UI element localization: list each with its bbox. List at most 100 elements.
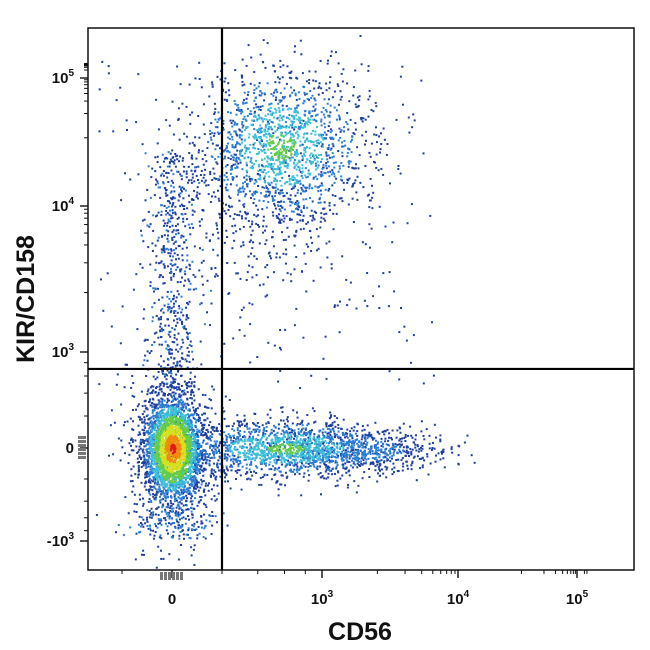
event-dot <box>176 65 179 68</box>
event-dot <box>124 172 126 175</box>
event-dot <box>226 236 229 238</box>
event-dot <box>207 436 210 439</box>
event-dot <box>152 478 155 481</box>
event-dot <box>152 421 155 424</box>
event-dot <box>378 464 381 467</box>
event-dot <box>328 201 331 204</box>
event-dot <box>177 513 180 516</box>
event-dot <box>174 300 177 303</box>
event-dot <box>176 397 179 400</box>
event-dot <box>194 484 197 486</box>
event-dot <box>235 459 238 462</box>
event-dot <box>279 222 282 224</box>
event-dot <box>139 418 141 421</box>
event-dot <box>214 195 217 198</box>
event-dot <box>258 426 261 428</box>
event-dot <box>277 102 280 105</box>
event-dot <box>215 177 217 180</box>
event-dot <box>161 381 164 384</box>
event-dot <box>397 458 400 461</box>
event-dot <box>329 469 331 472</box>
event-dot <box>332 442 335 445</box>
event-dot <box>204 449 207 452</box>
event-dot <box>181 259 184 262</box>
event-dot <box>170 214 173 217</box>
event-dot <box>375 166 378 169</box>
event-dot <box>181 323 184 325</box>
event-dot <box>170 184 173 187</box>
event-dot <box>184 517 187 520</box>
event-dot <box>347 147 349 150</box>
event-dot <box>246 171 249 174</box>
event-dot <box>252 202 255 204</box>
event-dot <box>159 261 162 264</box>
event-dot <box>266 413 269 416</box>
event-dot <box>350 455 352 458</box>
event-dot <box>228 138 231 140</box>
event-dot <box>331 152 334 155</box>
event-dot <box>347 203 350 206</box>
event-dot <box>431 321 433 324</box>
event-dot <box>178 493 181 496</box>
event-dot <box>153 403 156 406</box>
event-dot <box>174 225 177 227</box>
event-dot <box>219 147 221 150</box>
event-dot <box>267 421 270 424</box>
event-dot <box>201 430 204 433</box>
event-dot <box>313 421 316 424</box>
event-dot <box>181 529 184 532</box>
event-dot <box>179 155 182 158</box>
event-dot <box>161 492 164 495</box>
event-dot <box>203 468 206 471</box>
event-dot <box>397 168 400 170</box>
event-dot <box>378 307 381 309</box>
event-dot <box>242 306 245 309</box>
event-dot <box>154 156 157 159</box>
event-dot <box>278 256 281 259</box>
event-dot <box>100 278 102 281</box>
event-dot <box>171 366 174 369</box>
event-dot <box>275 256 278 259</box>
event-dot <box>219 475 222 478</box>
event-dot <box>353 444 356 447</box>
event-dot <box>426 453 429 456</box>
event-dot <box>251 303 254 306</box>
event-dot <box>133 493 136 496</box>
event-dot <box>115 99 118 102</box>
event-dot <box>375 105 378 108</box>
event-dot <box>224 450 227 452</box>
event-dot <box>184 225 187 228</box>
event-dot <box>186 181 189 184</box>
event-dot <box>224 476 226 479</box>
event-dot <box>210 399 212 402</box>
event-dot <box>207 141 210 144</box>
event-dot <box>141 449 144 452</box>
event-dot <box>208 520 211 523</box>
event-dot <box>165 347 168 350</box>
event-dot <box>183 485 186 488</box>
event-dot <box>316 178 319 181</box>
event-dot <box>148 452 151 455</box>
event-dot <box>150 385 153 388</box>
event-dot <box>204 405 207 408</box>
event-dot <box>410 434 413 437</box>
event-dot <box>369 452 372 455</box>
event-dot <box>227 425 230 428</box>
event-dot <box>262 225 265 228</box>
event-dot <box>180 374 182 377</box>
event-dot <box>153 406 156 409</box>
event-dot <box>243 91 246 94</box>
event-dot <box>145 430 148 433</box>
event-dot <box>311 429 313 432</box>
event-dot <box>332 460 335 463</box>
event-dot <box>131 438 134 441</box>
event-dot <box>342 459 345 462</box>
event-dot <box>249 180 252 183</box>
event-dot <box>375 452 378 454</box>
event-dot <box>384 429 387 432</box>
event-dot <box>142 448 145 451</box>
event-dot <box>160 498 163 501</box>
event-dot <box>194 166 196 169</box>
event-dot <box>162 174 165 177</box>
event-dot <box>320 216 323 219</box>
